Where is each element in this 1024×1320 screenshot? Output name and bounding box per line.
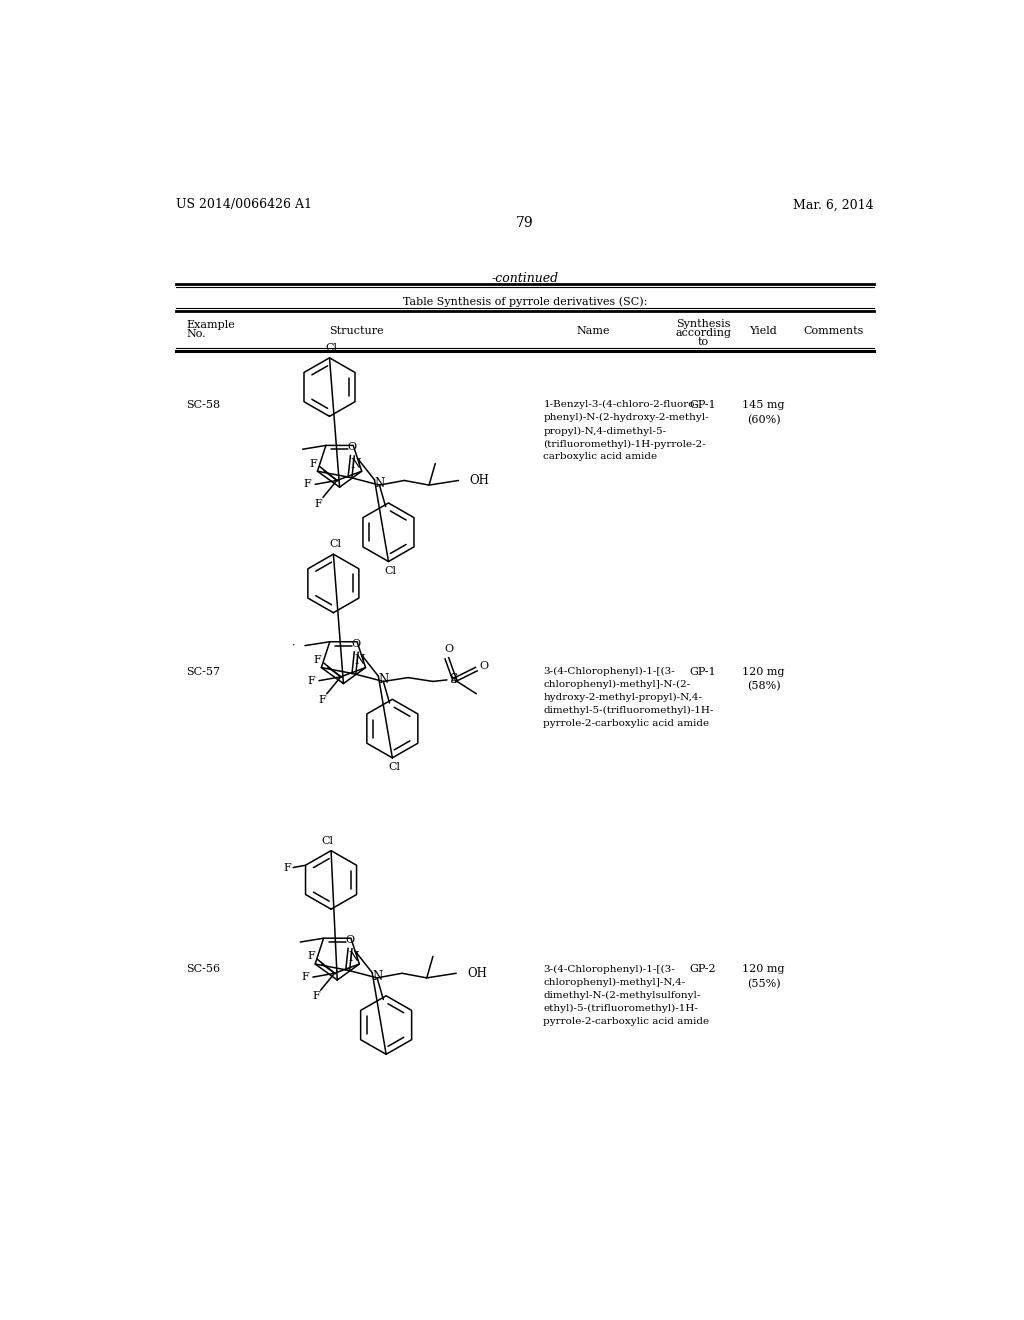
- Text: Cl: Cl: [326, 343, 338, 352]
- Text: 3-(4-Chlorophenyl)-1-[(3-
chlorophenyl)-methyl]-N-(2-
hydroxy-2-methyl-propyl)-N: 3-(4-Chlorophenyl)-1-[(3- chlorophenyl)-…: [544, 667, 714, 727]
- Text: 120 mg
(58%): 120 mg (58%): [742, 667, 784, 692]
- Text: SC-57: SC-57: [186, 667, 220, 677]
- Text: F: F: [314, 499, 323, 508]
- Text: Cl: Cl: [322, 836, 333, 846]
- Text: OH: OH: [467, 966, 487, 979]
- Text: Synthesis: Synthesis: [676, 318, 730, 329]
- Text: N: N: [372, 970, 382, 983]
- Text: F: F: [307, 952, 315, 961]
- Text: O: O: [348, 442, 357, 453]
- Text: Table Synthesis of pyrrole derivatives (SC):: Table Synthesis of pyrrole derivatives (…: [402, 296, 647, 306]
- Text: No.: No.: [186, 330, 206, 339]
- Text: 3-(4-Chlorophenyl)-1-[(3-
chlorophenyl)-methyl]-N,4-
dimethyl-N-(2-methylsulfony: 3-(4-Chlorophenyl)-1-[(3- chlorophenyl)-…: [544, 965, 710, 1026]
- Text: 1-Benzyl-3-(4-chloro-2-fluoro-
phenyl)-N-(2-hydroxy-2-methyl-
propyl)-N,4-dimeth: 1-Benzyl-3-(4-chloro-2-fluoro- phenyl)-N…: [544, 400, 709, 462]
- Text: GP-1: GP-1: [690, 400, 717, 411]
- Text: F: F: [301, 972, 309, 982]
- Text: S: S: [451, 673, 459, 686]
- Text: F: F: [283, 863, 291, 874]
- Text: Comments: Comments: [803, 326, 863, 337]
- Text: 120 mg
(55%): 120 mg (55%): [742, 965, 784, 989]
- Text: O: O: [443, 644, 453, 655]
- Text: Name: Name: [577, 326, 609, 337]
- Text: Yield: Yield: [750, 326, 777, 337]
- Text: N: N: [351, 458, 361, 471]
- Text: 145 mg
(60%): 145 mg (60%): [742, 400, 784, 425]
- Text: Cl: Cl: [330, 539, 342, 549]
- Text: N: N: [375, 477, 385, 490]
- Text: to: to: [697, 337, 709, 347]
- Text: SC-58: SC-58: [186, 400, 220, 411]
- Text: O: O: [351, 639, 360, 648]
- Text: OH: OH: [469, 474, 489, 487]
- Text: F: F: [318, 694, 326, 705]
- Text: F: F: [313, 655, 322, 665]
- Text: -continued: -continued: [492, 272, 558, 285]
- Text: O: O: [345, 935, 354, 945]
- Text: according: according: [675, 327, 731, 338]
- Text: F: F: [303, 479, 311, 490]
- Text: F: F: [310, 458, 317, 469]
- Text: N: N: [354, 655, 365, 668]
- Text: F: F: [307, 676, 315, 685]
- Text: SC-56: SC-56: [186, 965, 220, 974]
- Text: N: N: [378, 673, 388, 686]
- Text: GP-2: GP-2: [690, 965, 717, 974]
- Text: ·: ·: [293, 640, 296, 651]
- Text: Mar. 6, 2014: Mar. 6, 2014: [793, 198, 873, 211]
- Text: Cl: Cl: [385, 566, 396, 576]
- Text: US 2014/0066426 A1: US 2014/0066426 A1: [176, 198, 312, 211]
- Text: O: O: [479, 661, 488, 671]
- Text: N: N: [348, 950, 358, 964]
- Text: GP-1: GP-1: [690, 667, 717, 677]
- Text: 79: 79: [516, 216, 534, 230]
- Text: Example: Example: [186, 321, 234, 330]
- Text: F: F: [312, 991, 319, 1002]
- Text: Cl: Cl: [389, 762, 400, 772]
- Text: Structure: Structure: [330, 326, 384, 337]
